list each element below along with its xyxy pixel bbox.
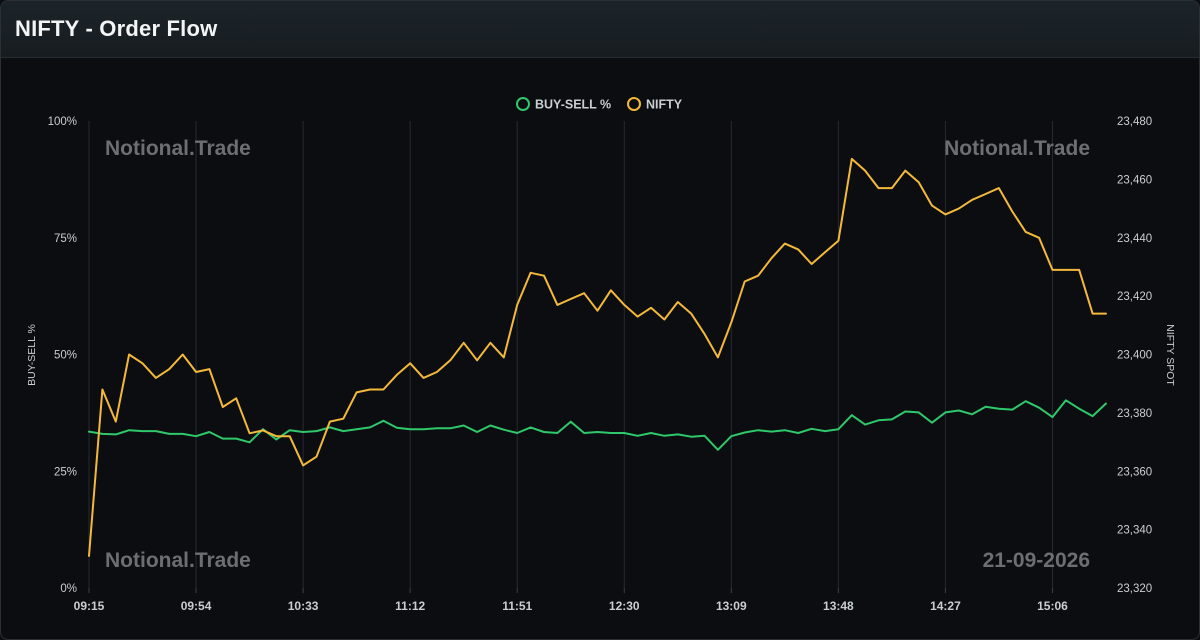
x-tick-label: 10:33: [288, 599, 319, 613]
right-tick-label: 23,380: [1117, 408, 1152, 420]
right-tick-label: 23,440: [1117, 233, 1152, 245]
x-tick-label: 13:48: [823, 599, 854, 613]
right-tick-label: 23,420: [1117, 291, 1152, 303]
right-tick-label: 23,340: [1117, 525, 1152, 537]
x-tick-label: 09:54: [181, 599, 212, 613]
right-axis-title: NIFTY SPOT: [1164, 324, 1176, 386]
left-tick-label: 0%: [60, 583, 77, 595]
legend-nifty-label: NIFTY: [646, 98, 683, 112]
x-tick-label: 14:27: [930, 599, 961, 613]
gridlines: [88, 121, 1053, 588]
x-tick-label: 09:15: [74, 599, 105, 613]
left-tick-label: 25%: [54, 466, 77, 478]
legend-item-buy-sell[interactable]: BUY-SELL %: [516, 97, 611, 112]
nifty-series-line[interactable]: [88, 157, 1107, 557]
x-tick-label: 11:51: [502, 599, 532, 613]
x-tick-label: 11:12: [395, 599, 425, 613]
x-tick-label: 15:06: [1037, 599, 1068, 613]
x-tick-label: 13:09: [716, 599, 747, 613]
watermark-date: 21-09-2026: [983, 549, 1090, 572]
legend-buy-sell-label: BUY-SELL %: [535, 98, 611, 112]
order-flow-chart[interactable]: Notional.Trade Notional.Trade Notional.T…: [1, 58, 1199, 639]
left-tick-label: 75%: [54, 233, 77, 245]
legend-nifty-marker: [627, 97, 641, 111]
buy-sell-series-line[interactable]: [88, 399, 1107, 451]
panel-header: NIFTY - Order Flow: [1, 1, 1199, 58]
left-tick-label: 100%: [48, 116, 77, 128]
page-title: NIFTY - Order Flow: [15, 16, 218, 41]
legend-buy-sell-marker: [516, 97, 530, 111]
right-tick-label: 23,460: [1117, 174, 1152, 186]
right-tick-label: 23,400: [1117, 350, 1152, 362]
right-tick-label: 23,360: [1117, 466, 1152, 478]
watermark-top-right: Notional.Trade: [944, 137, 1090, 160]
watermark-bottom-left: Notional.Trade: [105, 549, 251, 572]
left-axis-title: BUY-SELL %: [26, 324, 38, 386]
x-tick-label: 12:30: [609, 599, 640, 613]
watermark-top-left: Notional.Trade: [105, 137, 251, 160]
right-tick-label: 23,320: [1117, 583, 1152, 595]
left-tick-label: 50%: [54, 350, 77, 362]
legend-item-nifty[interactable]: NIFTY: [627, 97, 683, 112]
series: [88, 157, 1107, 557]
axes: 09:15 09:54 10:33 11:12 11:51 12:30 13:09 13:48…: [48, 116, 1153, 613]
right-tick-label: 23,480: [1117, 116, 1152, 128]
legend: BUY-SELL % NIFTY: [516, 97, 683, 112]
